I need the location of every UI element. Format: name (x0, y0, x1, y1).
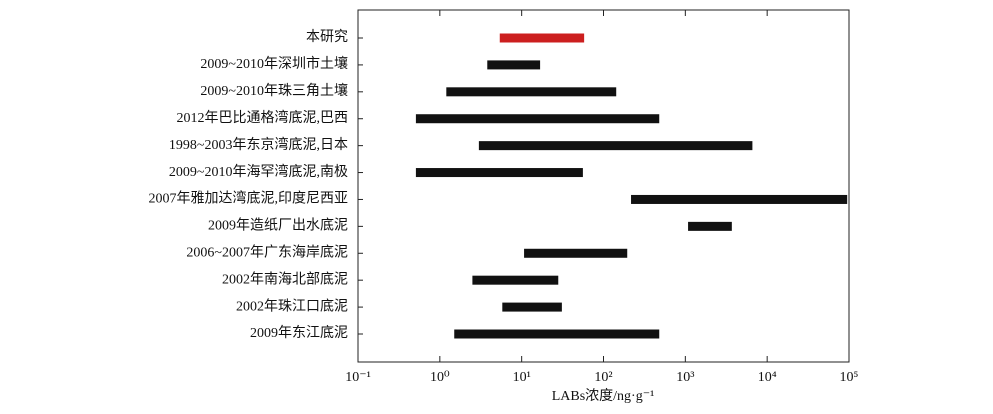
x-tick-label: 10⁻¹ (345, 370, 371, 385)
x-tick-label: 10⁵ (840, 370, 859, 385)
range-bar (487, 60, 541, 70)
range-bar (502, 302, 562, 312)
y-tick-label: 2009年造纸厂出水底泥 (208, 218, 348, 234)
y-tick-label: 2002年南海北部底泥 (222, 271, 348, 287)
plot-frame (357, 9, 850, 363)
y-tick-label: 2007年雅加达湾底泥,印度尼西亚 (149, 190, 349, 207)
x-tick-label: 10¹ (513, 370, 531, 385)
range-bar (478, 141, 753, 151)
range-bar (524, 248, 628, 258)
y-tick-label: 2009~2010年海罕湾底泥,南极 (169, 163, 348, 180)
y-tick-label: 1998~2003年东京湾底泥,日本 (169, 136, 348, 153)
range-bar (631, 194, 848, 204)
range-bar (415, 114, 660, 124)
y-tick-label: 2006~2007年广东海岸底泥 (186, 244, 348, 260)
y-tick-label: 2009~2010年珠三角土壤 (200, 82, 348, 99)
x-axis-label: LABs浓度/ng·g⁻¹ (552, 388, 655, 404)
y-tick-label: 本研究 (306, 29, 348, 45)
y-tick-label: 2002年珠江口底泥 (236, 298, 348, 314)
x-tick-label: 10⁴ (758, 370, 777, 385)
y-tick-label: 2012年巴比通格湾底泥,巴西 (177, 109, 349, 126)
x-tick-label: 10² (594, 370, 612, 385)
range-bar (454, 329, 660, 339)
x-tick-label: 10³ (676, 370, 694, 385)
range-bar (446, 87, 617, 97)
range-bar (415, 168, 583, 178)
range-bar (472, 275, 559, 285)
y-tick-label: 2009年东江底泥 (250, 325, 348, 341)
range-bar (499, 33, 585, 43)
x-tick-label: 10⁰ (430, 370, 450, 385)
y-tick-label: 2009~2010年深圳市土壤 (200, 55, 348, 72)
range-bar (688, 221, 732, 231)
